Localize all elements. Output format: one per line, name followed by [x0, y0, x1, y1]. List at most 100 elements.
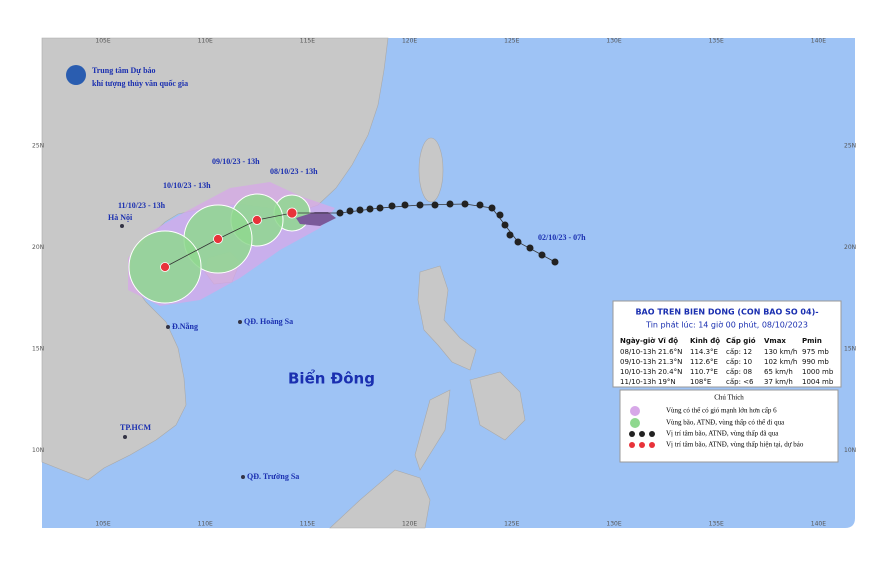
lon-label: 120E [402, 521, 417, 528]
track-label: 09/10/23 - 13h [212, 157, 260, 166]
map-mark [376, 204, 384, 212]
lat-label: 20N [844, 244, 856, 251]
lon-label: 135E [709, 38, 724, 45]
map-mark [366, 205, 374, 213]
table-header: Vmax [764, 337, 786, 345]
table-cell: 130 km/h [764, 348, 797, 356]
legend-swatch [629, 442, 655, 448]
city-dots [120, 224, 245, 479]
place-label: QĐ. Trường Sa [247, 472, 299, 481]
lon-label: 105E [95, 38, 110, 45]
map-mark [476, 201, 484, 209]
place-label: TP.HCM [120, 423, 151, 432]
lat-label: 10N [32, 447, 44, 454]
table-cell: cấp: 08 [726, 368, 752, 376]
table-cell: 21.6°N [658, 348, 682, 356]
land-taiwan [418, 137, 444, 203]
map-mark [649, 431, 655, 437]
lat-label: 20N [32, 244, 44, 251]
table-cell: 1000 mb [802, 368, 834, 376]
map-mark [496, 211, 504, 219]
lon-label: 135E [709, 521, 724, 528]
table-cell: 975 mb [802, 348, 829, 356]
map-mark: Ngày-giờ Vĩ độ Kinh độ Cấp gió Vmax Pmin 08/10… [620, 337, 834, 386]
map-mark [401, 201, 409, 209]
table-cell: 65 km/h [764, 368, 793, 376]
table-cell: 37 km/h [764, 378, 793, 386]
place-label: Đ.Nẵng [172, 322, 198, 331]
bulletin-box [612, 300, 842, 388]
table-cell: 110.7°E [690, 368, 718, 376]
map-mark [488, 204, 496, 212]
map-mark [551, 258, 559, 266]
bulletin-title: BAO TREN BIEN DONG (CON BAO SO 04)- [635, 308, 818, 317]
legend-item: Vị trí tâm bão, ATNĐ, vùng thấp hiện tại… [666, 441, 804, 449]
map-mark [629, 442, 635, 448]
map-mark [639, 431, 645, 437]
lon-label: 115E [300, 38, 315, 45]
table-header: Cấp gió [726, 337, 756, 345]
map-mark [123, 435, 127, 439]
legend-box [619, 389, 839, 463]
map-mark [120, 224, 124, 228]
lon-label: 120E [402, 38, 417, 45]
land-borneo [329, 469, 431, 529]
table-cell: cấp: <6 [726, 378, 754, 386]
lon-label: 110E [198, 38, 213, 45]
table-cell: 09/10-13h [620, 358, 656, 366]
lon-label: 130E [606, 38, 621, 45]
table-cell: 108°E [690, 378, 711, 386]
legend-title: Chú Thích [714, 394, 744, 402]
map-mark [252, 215, 262, 225]
map-mark [639, 442, 645, 448]
table-cell: 990 mb [802, 358, 829, 366]
map-mark [514, 238, 522, 246]
track-label: 10/10/23 - 13h [163, 181, 211, 190]
table-cell: 114.3°E [690, 348, 718, 356]
table-cell: 1004 mb [802, 378, 834, 386]
place-label: QĐ. Hoàng Sa [244, 317, 293, 326]
map-mark: 25N 25N 20N 20N 15N 15N 10N 10N [32, 143, 856, 455]
lon-label: 125E [504, 38, 519, 45]
map-mark [356, 206, 364, 214]
map-mark [166, 325, 170, 329]
org-name: khí tượng thủy văn quốc gia [92, 79, 188, 88]
lon-label: 115E [300, 521, 315, 528]
map-mark [461, 200, 469, 208]
legend-item: Vùng có thể có gió mạnh lớn hơn cấp 6 [666, 407, 777, 415]
track-label: 02/10/23 - 07h [538, 233, 586, 242]
table-cell: 21.3°N [658, 358, 682, 366]
legend-swatch [630, 406, 640, 416]
track-label: 08/10/23 - 13h [270, 167, 318, 176]
place-label: Hà Nội [108, 213, 133, 222]
forecast-positions [160, 207, 298, 272]
lon-label: 105E [95, 521, 110, 528]
map-mark [388, 202, 396, 210]
past-swath [296, 212, 336, 226]
logo [66, 65, 86, 85]
map-mark [336, 209, 344, 217]
map-mark [538, 251, 546, 259]
table-cell: 20.4°N [658, 368, 682, 376]
table-cell: 112.6°E [690, 358, 718, 366]
map-mark [416, 201, 424, 209]
legend-swatch [629, 431, 655, 437]
map-mark: 105E 110E 115E 120E 125E 130E 135E 140E [95, 521, 826, 528]
map-mark [431, 201, 439, 209]
legend-swatch [630, 418, 640, 428]
map-mark [501, 221, 509, 229]
map-mark [649, 442, 655, 448]
map-mark [160, 262, 170, 272]
table-header: Ngày-giờ [620, 337, 655, 345]
map-mark [446, 200, 454, 208]
map-mark [506, 231, 514, 239]
table-cell: 19°N [658, 378, 676, 386]
bulletin-issued: Tin phát lúc: 14 giờ 00 phút, 08/10/2023 [645, 320, 808, 330]
place-label: Biển Đông [288, 369, 375, 388]
org-name: Trung tâm Dự báo [92, 66, 156, 75]
lon-label: 140E [811, 38, 826, 45]
legend-item: Vị trí tâm bão, ATNĐ, vùng thấp đã qua [666, 430, 779, 438]
lon-label: 140E [811, 521, 826, 528]
table-header: Pmin [802, 337, 822, 345]
